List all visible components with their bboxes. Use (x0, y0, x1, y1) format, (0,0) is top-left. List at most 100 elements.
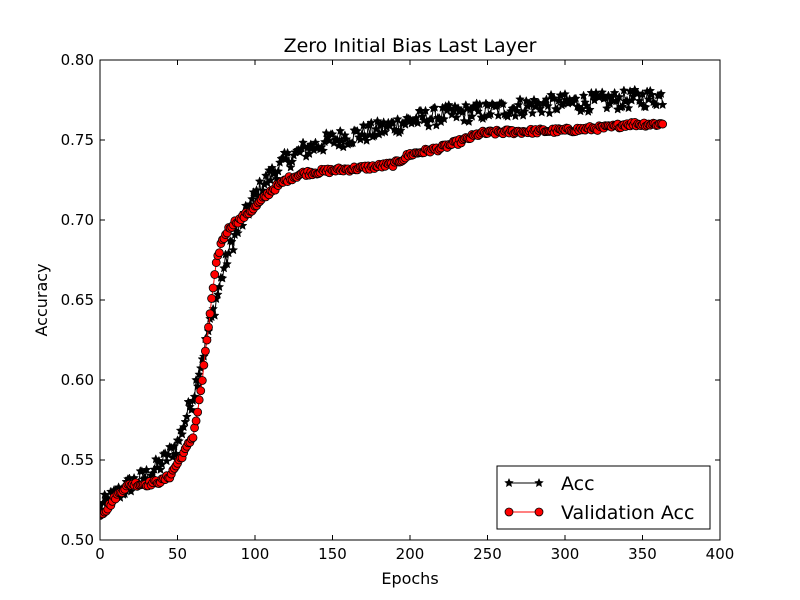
x-tick-label: 150 (318, 545, 347, 563)
legend-entry: Validation Acc (504, 502, 694, 524)
data-point (614, 91, 625, 102)
data-point (219, 263, 229, 273)
data-point (191, 416, 201, 426)
legend-marker (534, 477, 544, 488)
data-point (194, 395, 204, 405)
x-tick-label: 200 (396, 545, 425, 563)
data-point (251, 185, 262, 195)
data-point (361, 135, 372, 145)
data-point (423, 121, 434, 131)
data-point (228, 244, 239, 255)
data-point (197, 376, 207, 385)
data-point (544, 108, 555, 118)
data-point (181, 411, 192, 421)
x-axis-label: Epochs (381, 569, 438, 588)
data-point (205, 309, 215, 319)
data-point (392, 114, 403, 124)
data-point (217, 273, 228, 283)
data-point (199, 360, 209, 370)
y-tick-label: 0.75 (61, 131, 94, 149)
series-validation-acc (100, 117, 668, 520)
data-point (395, 125, 406, 135)
data-point (335, 125, 346, 136)
data-point (459, 115, 470, 126)
data-point (285, 162, 296, 172)
data-point (208, 283, 218, 293)
data-point (222, 258, 232, 269)
data-point (310, 137, 321, 147)
data-point (155, 464, 166, 474)
data-point (177, 429, 188, 439)
data-point (646, 89, 657, 99)
data-point (609, 87, 620, 98)
data-point (657, 99, 668, 110)
legend: Acc Validation Acc (496, 465, 711, 530)
data-point (560, 88, 570, 99)
data-point (473, 106, 484, 116)
y-tick-label: 0.50 (61, 531, 94, 549)
data-point (347, 137, 358, 148)
x-tick-label: 400 (706, 545, 735, 563)
data-point (196, 386, 206, 396)
legend-marker (504, 507, 514, 517)
x-tick-label: 350 (628, 545, 657, 563)
data-point (570, 93, 581, 103)
data-point (658, 119, 668, 129)
y-tick-label: 0.65 (61, 291, 94, 309)
x-tick-label: 100 (241, 545, 270, 563)
data-point (611, 96, 622, 106)
data-point (519, 106, 530, 116)
legend-box (496, 465, 711, 530)
data-point (180, 416, 191, 427)
data-point (515, 94, 525, 104)
data-point (429, 102, 440, 112)
data-point (210, 270, 220, 279)
data-point (161, 455, 172, 466)
data-point (412, 117, 423, 128)
legend-label: Validation Acc (561, 502, 694, 524)
y-tick-label: 0.70 (61, 211, 94, 229)
data-point (510, 110, 521, 121)
data-point (202, 335, 212, 345)
x-tick-label: 300 (551, 545, 580, 563)
data-point (247, 193, 257, 204)
data-point (194, 369, 205, 379)
legend-entry: Acc (504, 473, 595, 495)
data-point (207, 294, 217, 303)
x-tick-label: 50 (168, 545, 187, 563)
legend-marker (534, 507, 544, 517)
data-point (273, 166, 284, 176)
data-point (318, 145, 329, 155)
y-tick-label: 0.80 (61, 51, 94, 69)
data-point (632, 88, 643, 98)
axis-ticks: 0 50 100 150 200 250 300 350 400 0.50 0.55 0.60 0.65… (61, 51, 735, 563)
data-point (188, 433, 198, 443)
data-point (193, 407, 203, 417)
data-point (498, 99, 508, 109)
y-axis-label: Accuracy (32, 263, 51, 336)
data-point (212, 289, 223, 299)
legend-label: Acc (561, 473, 595, 495)
data-point (439, 113, 449, 124)
data-point (169, 440, 180, 451)
data-point (513, 99, 524, 110)
x-tick-label: 250 (473, 545, 502, 563)
data-point (174, 435, 184, 446)
data-point (200, 346, 210, 356)
data-point (623, 102, 634, 113)
chart-title: Zero Initial Bias Last Layer (284, 35, 537, 57)
data-point (204, 322, 213, 332)
data-point (260, 170, 271, 180)
data-point (287, 156, 298, 166)
data-point (578, 90, 589, 100)
data-point (656, 88, 666, 99)
data-point (233, 227, 243, 238)
legend-marker (504, 477, 514, 488)
x-tick-label: 0 (95, 545, 105, 563)
y-tick-label: 0.55 (61, 451, 94, 469)
data-point (380, 126, 391, 137)
data-point (226, 236, 237, 247)
data-point (640, 102, 651, 112)
data-point (141, 464, 152, 475)
